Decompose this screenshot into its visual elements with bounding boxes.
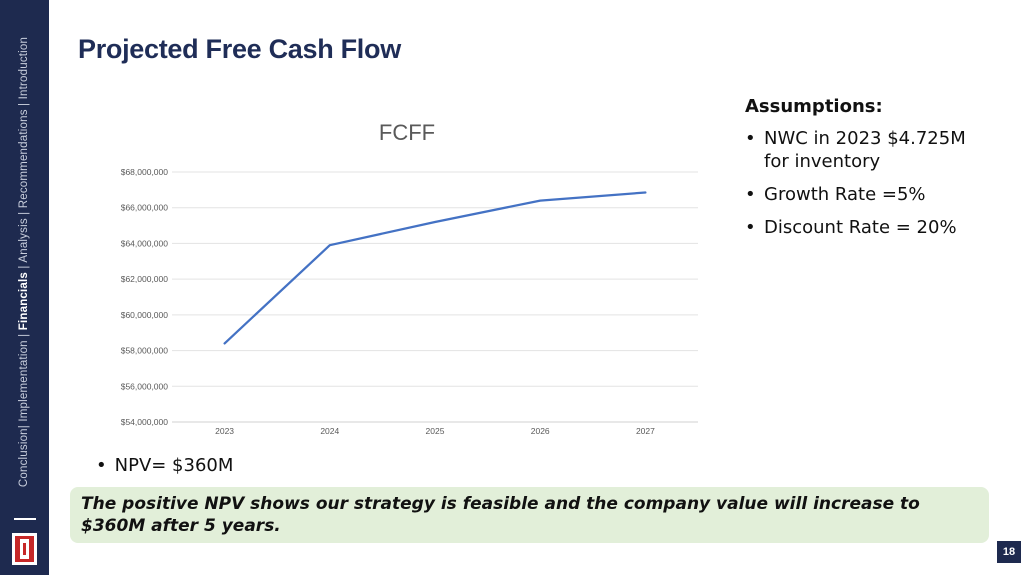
nav-sections-after: | Analysis | Recommendations | Introduct… <box>18 36 30 272</box>
assumptions-heading: Assumptions: <box>745 96 883 117</box>
y-tick-label: $62,000,000 <box>121 274 169 284</box>
y-tick-label: $54,000,000 <box>121 417 169 427</box>
npv-bullet-marker: • <box>96 455 107 476</box>
page-title: Projected Free Cash Flow <box>78 34 401 64</box>
y-tick-label: $56,000,000 <box>121 381 169 391</box>
page-number: 18 <box>997 541 1021 563</box>
y-tick-label: $58,000,000 <box>121 346 169 356</box>
y-tick-label: $66,000,000 <box>121 203 169 213</box>
npv-text: NPV= $360M <box>114 455 234 476</box>
fcff-series-line <box>223 191 647 345</box>
npv-bullet: • NPV= $360M <box>96 455 233 476</box>
section-navigation: Conclusion| Implementation | Financials … <box>18 37 30 487</box>
x-tick-label: 2023 <box>215 426 234 436</box>
assumption-growth-rate: Growth Rate =5% <box>745 183 985 206</box>
y-tick-label: $64,000,000 <box>121 238 169 248</box>
x-tick-label: 2026 <box>531 426 550 436</box>
y-tick-label: $60,000,000 <box>121 310 169 320</box>
sidebar-divider <box>14 518 36 520</box>
assumptions-list: NWC in 2023 $4.725M for inventory Growth… <box>745 127 985 239</box>
callout-text: The positive NPV shows our strategy is f… <box>81 494 920 536</box>
x-tick-label: 2027 <box>636 426 655 436</box>
company-logo-icon <box>12 533 37 565</box>
sidebar: Conclusion| Implementation | Financials … <box>0 0 49 575</box>
nav-active-section: Financials <box>18 271 30 331</box>
chart-title: FCFF <box>379 120 435 145</box>
x-tick-label: 2025 <box>426 426 445 436</box>
conclusion-callout: The positive NPV shows our strategy is f… <box>70 487 989 543</box>
assumption-discount-rate: Discount Rate = 20% <box>745 216 985 239</box>
assumption-nwc: NWC in 2023 $4.725M for inventory <box>745 127 985 173</box>
y-tick-label: $68,000,000 <box>121 167 169 177</box>
nav-sections-before: Conclusion| Implementation | <box>18 330 30 488</box>
fcff-line-chart: FCFF $54,000,000 $56,000,000 $58,000,000 $6… <box>121 120 698 436</box>
assumptions-panel: Assumptions: NWC in 2023 $4.725M for inv… <box>745 96 985 249</box>
x-tick-label: 2024 <box>320 426 339 436</box>
